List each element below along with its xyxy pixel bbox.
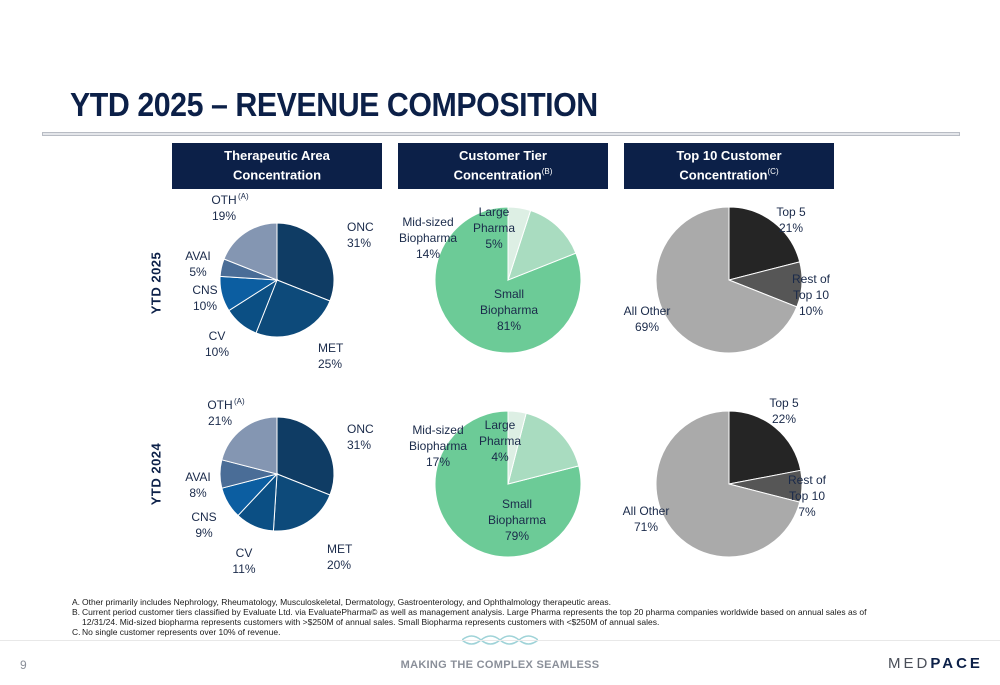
pie-charts: ONC 31%MET 25%CV 10%CNS 10%AVAI 5%OTH 19%(A)Sm…: [185, 192, 831, 576]
pie-chart-customer-tier-concentration-ytd-2024: Small Biopharma 79% Mid-sized Biopharma 17% La…: [409, 410, 582, 558]
slice-label-avai: AVAI 8%: [185, 470, 211, 500]
header-sup: (C): [767, 167, 779, 177]
page-title: YTD 2025 – REVENUE COMPOSITION: [70, 86, 598, 123]
footnote-c: C. No single customer represents over 10…: [72, 627, 872, 637]
slice-label-large-pharma: Large Pharma 5%: [473, 205, 515, 251]
slice-label-oth: OTH 19%: [211, 193, 236, 223]
footnote-key: A.: [72, 597, 81, 607]
pie-slice-top-5: [728, 206, 801, 281]
header-line-1: Customer Tier: [459, 148, 547, 164]
slice-label-small-biopharma: Small Biopharma 81%: [480, 287, 538, 333]
pie-chart-top-10-customer-concentration-ytd-2024: Top 5 22% Rest of Top 10 7% All Other 71%: [623, 396, 827, 558]
slice-label-mid-sized-biopharma: Mid-sized Biopharma 14%: [399, 215, 457, 261]
pie-chart-customer-tier-concentration-ytd-2025: Small Biopharma 81% Mid-sized Biopharma 14% La…: [399, 205, 582, 354]
title-divider: [42, 132, 960, 136]
footnote-key: B.: [72, 607, 81, 617]
slice-label-cv: CV 10%: [205, 329, 229, 359]
header-line-1: Therapeutic Area: [224, 148, 330, 164]
slice-label-large-pharma: Large Pharma 4%: [479, 418, 521, 464]
pie-slice-large-pharma: [507, 410, 527, 485]
pie-chart-top-10-customer-concentration-ytd-2025: Top 5 21% Rest of Top 10 10% All Other 69%: [624, 205, 831, 354]
pie-slice-top-5: [728, 410, 802, 485]
footnotes: A. Other primarily includes Nephrology, …: [72, 597, 872, 637]
slice-label-onc: ONC 31%: [347, 220, 374, 250]
header-therapeutic-area: Therapeutic Area Concentration: [172, 143, 382, 189]
slice-label-top-5: Top 5 21%: [776, 205, 806, 235]
header-customer-tier: Customer Tier Concentration(B): [398, 143, 608, 189]
pie-slice-all-other: [655, 206, 798, 354]
footer-tagline: MAKING THE COMPLEX SEAMLESS: [400, 659, 600, 671]
slice-label-avai: AVAI 5%: [185, 249, 211, 279]
footer-divider: [0, 640, 1000, 641]
slice-label-mid-sized-biopharma: Mid-sized Biopharma 17%: [409, 423, 467, 469]
slice-label-top-5: Top 5 22%: [769, 396, 799, 426]
footnote-key: C.: [72, 627, 81, 637]
slice-label-all-other: All Other 71%: [623, 504, 670, 534]
footnote-text: Current period customer tiers classified…: [82, 607, 867, 627]
pie-slice-met: [255, 279, 331, 338]
logo-text-left: MED: [888, 655, 931, 672]
pie-slice-onc: [276, 416, 335, 496]
slice-label-onc: ONC 31%: [347, 422, 374, 452]
pie-slice-met: [272, 473, 331, 532]
slice-label-oth: OTH 21%: [207, 398, 232, 428]
pie-slice-oth: [223, 222, 278, 281]
slice-label-sup: (A): [234, 397, 245, 406]
slice-label-all-other: All Other 69%: [624, 304, 671, 334]
slice-label-met: MET 20%: [327, 542, 353, 572]
slice-label-cns: CNS 10%: [192, 283, 217, 313]
header-sup: (B): [541, 167, 553, 177]
slice-label-cv: CV 11%: [232, 546, 255, 576]
pie-slice-all-other: [655, 410, 801, 558]
slice-label-cns: CNS 9%: [191, 510, 216, 540]
footnote-text: Other primarily includes Nephrology, Rhe…: [82, 597, 611, 607]
page-number: 9: [20, 658, 27, 672]
footnote-a: A. Other primarily includes Nephrology, …: [72, 597, 872, 607]
slice-label-sup: (A): [238, 192, 249, 201]
pie-chart-therapeutic-area-concentration-ytd-2025: ONC 31% MET 25% CV 10% CNS 10% AVAI 5% OTH 19%(A): [185, 192, 374, 371]
slice-label-met: MET 25%: [318, 341, 344, 371]
medpace-logo: MEDPACE: [888, 655, 983, 672]
logo-text-right: PACE: [930, 655, 983, 672]
pie-slice-onc: [276, 222, 335, 302]
slice-label-rest-of-top-10: Rest of Top 10 10%: [792, 272, 831, 318]
slice-label-rest-of-top-10: Rest of Top 10 7%: [788, 473, 827, 519]
pie-slice-small-biopharma: [434, 206, 582, 354]
pie-slice-oth: [221, 416, 278, 475]
footnote-text: No single customer represents over 10% o…: [82, 627, 281, 637]
header-line-2: Concentration: [453, 167, 542, 183]
pie-slice-large-pharma: [507, 206, 532, 281]
pie-chart-therapeutic-area-concentration-ytd-2024: ONC 31% MET 20% CV 11% CNS 9% AVAI 8% OTH 21%(A): [185, 397, 374, 576]
pie-slice-mid-sized-biopharma: [507, 412, 580, 485]
header-line-1: Top 10 Customer: [676, 148, 782, 164]
slice-label-small-biopharma: Small Biopharma 79%: [488, 497, 546, 543]
header-line-2: Concentration: [679, 167, 768, 183]
header-line-2: Concentration: [232, 167, 322, 183]
footnote-b: B. Current period customer tiers classif…: [72, 607, 872, 627]
header-top10-customer: Top 10 Customer Concentration(C): [624, 143, 834, 189]
